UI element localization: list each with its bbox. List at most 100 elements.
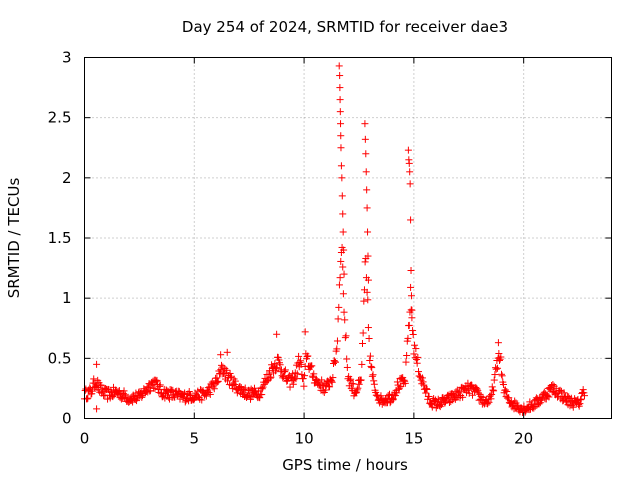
data-point: [156, 382, 164, 390]
data-point: [404, 146, 412, 154]
data-point: [84, 394, 92, 402]
data-point: [258, 385, 266, 393]
x-tick-label: 5: [190, 430, 200, 448]
data-point: [404, 334, 412, 342]
data-point: [579, 386, 587, 394]
data-point: [336, 274, 344, 282]
data-point: [366, 352, 374, 360]
data-point: [100, 392, 108, 400]
data-point: [494, 364, 502, 372]
data-point: [330, 357, 338, 365]
data-point: [306, 363, 314, 371]
data-point: [90, 375, 98, 383]
data-point: [322, 386, 330, 394]
data-point: [409, 331, 417, 339]
data-point: [362, 150, 370, 158]
data-point: [347, 375, 355, 383]
data-point: [339, 210, 347, 218]
data-point: [338, 192, 346, 200]
data-point: [151, 384, 159, 392]
data-point: [474, 389, 482, 397]
data-point: [545, 393, 553, 401]
data-point: [425, 393, 433, 401]
data-point: [488, 390, 496, 398]
data-point: [532, 394, 540, 402]
data-point: [370, 380, 378, 388]
data-point: [310, 370, 318, 378]
data-point: [407, 216, 415, 224]
data-point: [556, 386, 564, 394]
data-point: [368, 364, 376, 372]
data-point: [364, 252, 372, 260]
data-point: [488, 383, 496, 391]
data-point: [361, 120, 369, 128]
data-point: [355, 380, 363, 388]
data-point: [333, 337, 341, 345]
data-point: [218, 361, 226, 369]
data-point: [423, 385, 431, 393]
data-point: [369, 371, 377, 379]
data-point: [365, 334, 373, 342]
data-point: [331, 358, 339, 366]
data-point: [301, 372, 309, 380]
data-point: [414, 353, 422, 361]
data-point: [271, 360, 279, 368]
data-point: [495, 350, 503, 358]
data-point: [109, 393, 117, 401]
data-point: [185, 388, 193, 396]
data-point: [335, 303, 343, 311]
data-point: [363, 204, 371, 212]
data-point: [580, 389, 588, 397]
data-point: [406, 180, 414, 188]
data-point: [412, 345, 420, 353]
data-point: [469, 391, 477, 399]
data-point: [138, 393, 146, 401]
data-point: [349, 380, 357, 388]
data-point: [407, 292, 415, 300]
data-point: [336, 72, 344, 80]
data-point: [576, 400, 584, 408]
data-point: [156, 381, 164, 389]
data-point: [361, 258, 369, 266]
data-point: [342, 332, 350, 340]
data-point: [236, 383, 244, 391]
data-point: [214, 378, 222, 386]
data-point: [358, 360, 366, 368]
data-point: [353, 386, 361, 394]
plot-frame: [84, 57, 612, 419]
data-point: [213, 374, 221, 382]
data-point: [325, 382, 333, 390]
data-point: [93, 360, 101, 368]
data-point: [407, 283, 415, 291]
data-point: [318, 376, 326, 384]
x-axis-label: GPS time / hours: [282, 456, 408, 474]
data-point: [497, 353, 505, 361]
data-point: [231, 381, 239, 389]
data-point: [553, 393, 561, 401]
data-point: [339, 228, 347, 236]
data-point: [484, 400, 492, 408]
x-tick-labels: 0 5 10 15 20: [80, 430, 533, 448]
data-point: [217, 351, 225, 359]
data-point: [181, 389, 189, 397]
data-point: [313, 376, 321, 384]
data-point: [393, 389, 401, 397]
data-point: [408, 314, 416, 322]
data-point: [459, 393, 467, 401]
data-point: [389, 396, 397, 404]
data-point: [154, 385, 162, 393]
data-point: [357, 376, 365, 384]
data-point: [400, 376, 408, 384]
data-point: [364, 324, 372, 332]
data-point: [409, 327, 417, 335]
data-point: [283, 377, 291, 385]
data-point: [301, 328, 309, 336]
data-point: [352, 389, 360, 397]
data-point: [272, 364, 280, 372]
data-point: [308, 362, 316, 370]
data-point: [490, 387, 498, 395]
data-point: [535, 400, 543, 408]
data-point: [405, 159, 413, 167]
y-tick-label: 0.5: [48, 349, 72, 367]
